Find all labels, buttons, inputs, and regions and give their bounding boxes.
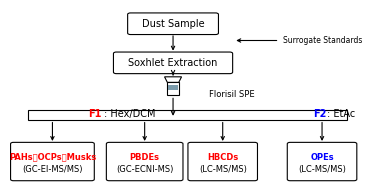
Text: (LC-MS/MS): (LC-MS/MS) [298, 165, 346, 174]
Text: PAHs、OCPs、Musks: PAHs、OCPs、Musks [9, 153, 96, 162]
Polygon shape [168, 85, 178, 90]
FancyBboxPatch shape [128, 13, 218, 35]
Text: Florisil SPE: Florisil SPE [209, 90, 254, 99]
FancyBboxPatch shape [113, 52, 232, 74]
FancyBboxPatch shape [106, 142, 183, 181]
Polygon shape [28, 110, 347, 120]
Text: : Hex/DCM: : Hex/DCM [104, 109, 155, 119]
Polygon shape [167, 82, 179, 95]
Text: F2: F2 [313, 109, 327, 119]
Text: OPEs: OPEs [310, 153, 334, 162]
Text: HBCDs: HBCDs [207, 153, 239, 162]
Text: F1: F1 [88, 109, 101, 119]
Text: PBDEs: PBDEs [130, 153, 160, 162]
FancyBboxPatch shape [188, 142, 257, 181]
FancyBboxPatch shape [287, 142, 357, 181]
Text: (GC-ECNI-MS): (GC-ECNI-MS) [116, 165, 174, 174]
Text: Dust Sample: Dust Sample [142, 19, 204, 29]
Text: Surrogate Standards: Surrogate Standards [283, 36, 363, 45]
Text: Soxhlet Extraction: Soxhlet Extraction [129, 58, 218, 68]
Text: (LC-MS/MS): (LC-MS/MS) [199, 165, 247, 174]
Text: (GC-EI-MS/MS): (GC-EI-MS/MS) [22, 165, 83, 174]
FancyBboxPatch shape [11, 142, 94, 181]
Text: : EtAc: : EtAc [327, 109, 355, 119]
Polygon shape [164, 77, 181, 82]
